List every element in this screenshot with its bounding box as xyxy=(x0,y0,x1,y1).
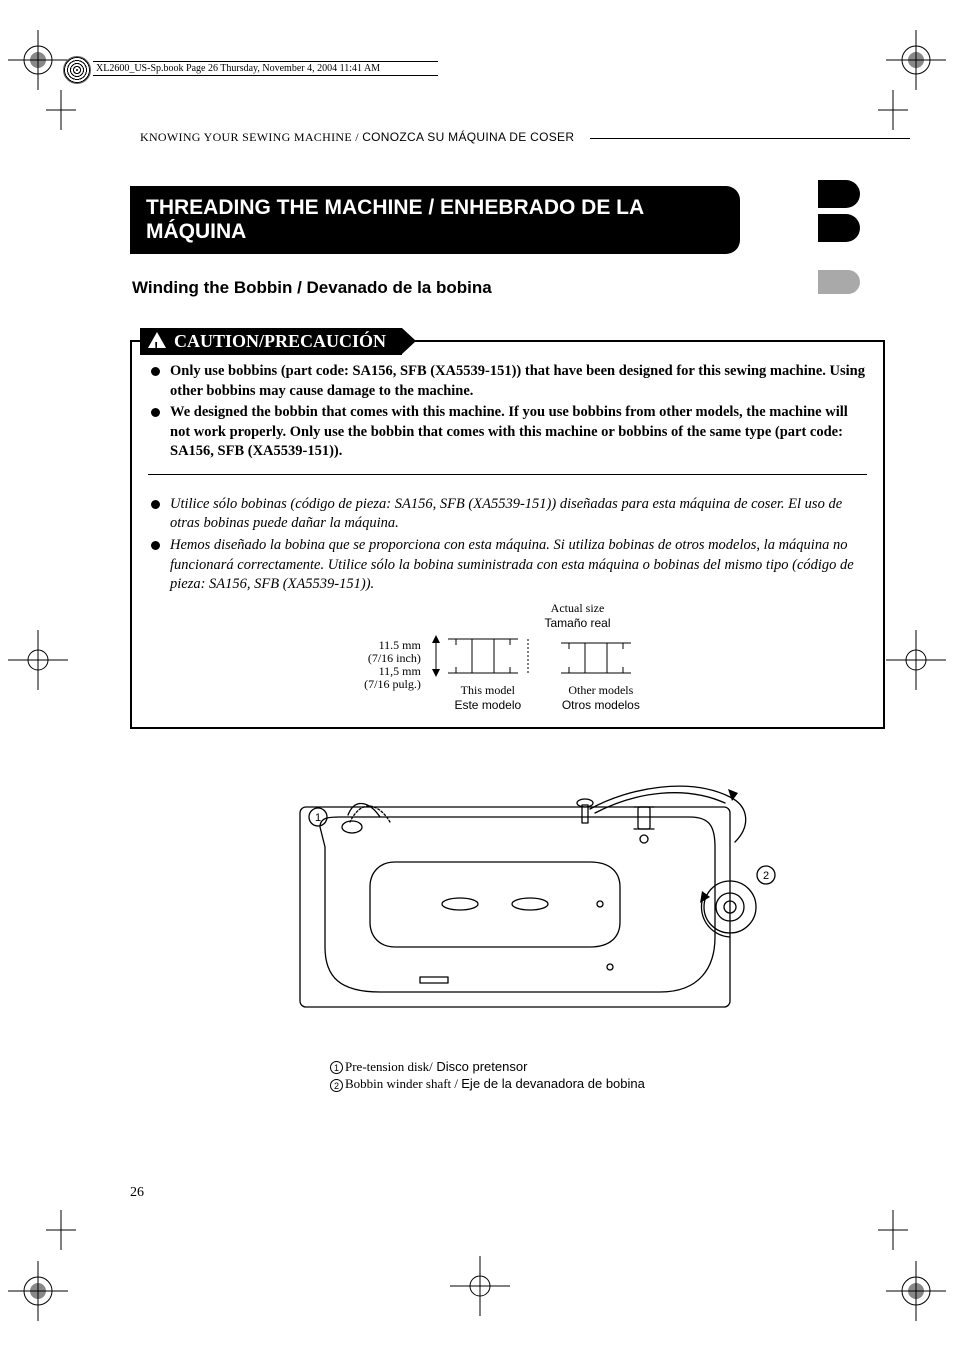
crop-reg-right-mid xyxy=(886,630,946,695)
svg-text:1: 1 xyxy=(315,812,321,824)
other-models-en: Other models xyxy=(568,683,633,697)
thumb-tabs xyxy=(818,180,860,300)
callout-1-es: Disco pretensor xyxy=(433,1059,528,1074)
page-number: 26 xyxy=(130,1185,144,1201)
thumb-tab-black-1 xyxy=(818,180,860,208)
crop-tick-right-upper xyxy=(878,90,938,135)
crop-mark-bottom-left xyxy=(8,1261,68,1321)
other-models-es: Otros modelos xyxy=(562,698,640,712)
caution-badge: ! CAUTION/PRECAUCIÓN xyxy=(140,328,402,355)
section-breadcrumb: KNOWING YOUR SEWING MACHINE / CONOZCA SU… xyxy=(140,130,890,148)
crop-mark-top-right xyxy=(886,30,946,90)
thumb-tab-gray xyxy=(818,270,860,294)
caution-bullet-en-2: We designed the bobbin that comes with t… xyxy=(148,403,867,462)
this-model-es: Este modelo xyxy=(454,698,521,712)
crop-mark-top-left xyxy=(8,30,68,90)
breadcrumb-es: CONOZCA SU MÁQUINA DE COSER xyxy=(362,130,574,144)
this-model-en: This model xyxy=(461,683,515,697)
crop-mark-bottom-right xyxy=(886,1261,946,1321)
crop-tick-right-lower xyxy=(878,1210,938,1255)
warning-icon: ! xyxy=(154,333,158,360)
dim-mm-es: 11,5 mm xyxy=(379,664,421,678)
crop-tick-left-lower xyxy=(16,1210,76,1255)
chapter-title: THREADING THE MACHINE / ENHEBRADO DE LA … xyxy=(146,196,643,243)
callout-1-en: Pre-tension disk/ xyxy=(345,1059,433,1074)
bobbin-dimension-labels: 11.5 mm (7/16 inch) 11,5 mm (7/16 pulg.) xyxy=(364,639,421,692)
callout-2: 2Bobbin winder shaft / Eje de la devanad… xyxy=(330,1075,890,1093)
callout-1-icon: 1 xyxy=(330,1061,343,1074)
framemaker-header: XL2600_US-Sp.book Page 26 Thursday, Nove… xyxy=(93,61,438,76)
callout-2-icon: 2 xyxy=(330,1079,343,1092)
bobbin-other-models: Other models Otros modelos xyxy=(551,633,651,713)
svg-text:2: 2 xyxy=(763,870,769,882)
bobbin-size-diagram: Actual size Tamaño real 11.5 mm (7/16 in… xyxy=(148,601,867,713)
actual-size-en: Actual size xyxy=(551,601,605,615)
caution-list-en: Only use bobbins (part code: SA156, SFB … xyxy=(148,362,867,462)
caution-box: ! CAUTION/PRECAUCIÓN Only use bobbins (p… xyxy=(130,340,885,729)
actual-size-es: Tamaño real xyxy=(544,616,610,630)
caution-bullet-es-2: Hemos diseñado la bobina que se proporci… xyxy=(148,536,867,595)
sewing-machine-figure: 1 2 xyxy=(130,767,890,1093)
breadcrumb-en: KNOWING YOUR SEWING MACHINE / xyxy=(140,130,362,144)
bobbin-this-model: This model Este modelo xyxy=(428,633,548,713)
bobbin-other-models-icon xyxy=(551,633,651,683)
thumb-tab-black-2 xyxy=(818,214,860,242)
callout-1: 1Pre-tension disk/ Disco pretensor xyxy=(330,1058,890,1076)
caution-divider xyxy=(148,474,867,475)
chapter-title-bar: THREADING THE MACHINE / ENHEBRADO DE LA … xyxy=(130,186,740,254)
breadcrumb-rule xyxy=(590,138,910,139)
crop-reg-left-mid xyxy=(8,630,68,695)
bobbin-this-model-icon xyxy=(428,633,548,683)
sewing-machine-icon: 1 2 xyxy=(230,767,790,1047)
caution-bullet-en-1: Only use bobbins (part code: SA156, SFB … xyxy=(148,362,867,401)
caution-bullet-es-1: Utilice sólo bobinas (código de pieza: S… xyxy=(148,495,867,534)
crop-tick-left-upper xyxy=(16,90,76,135)
callout-2-es: Eje de la devanadora de bobina xyxy=(461,1076,645,1091)
dim-mm: 11.5 mm xyxy=(379,638,421,652)
section-subtitle: Winding the Bobbin / Devanado de la bobi… xyxy=(132,278,890,298)
caution-list-es: Utilice sólo bobinas (código de pieza: S… xyxy=(148,495,867,595)
crop-reg-bottom-mid xyxy=(450,1256,510,1321)
dim-in: (7/16 inch) xyxy=(368,651,421,665)
caution-badge-label: CAUTION/PRECAUCIÓN xyxy=(174,328,386,355)
callout-2-en: Bobbin winder shaft / xyxy=(345,1076,461,1091)
dim-in-es: (7/16 pulg.) xyxy=(364,677,421,691)
figure-caption: 1Pre-tension disk/ Disco pretensor 2Bobb… xyxy=(330,1058,890,1093)
page-content: KNOWING YOUR SEWING MACHINE / CONOZCA SU… xyxy=(130,130,890,1093)
